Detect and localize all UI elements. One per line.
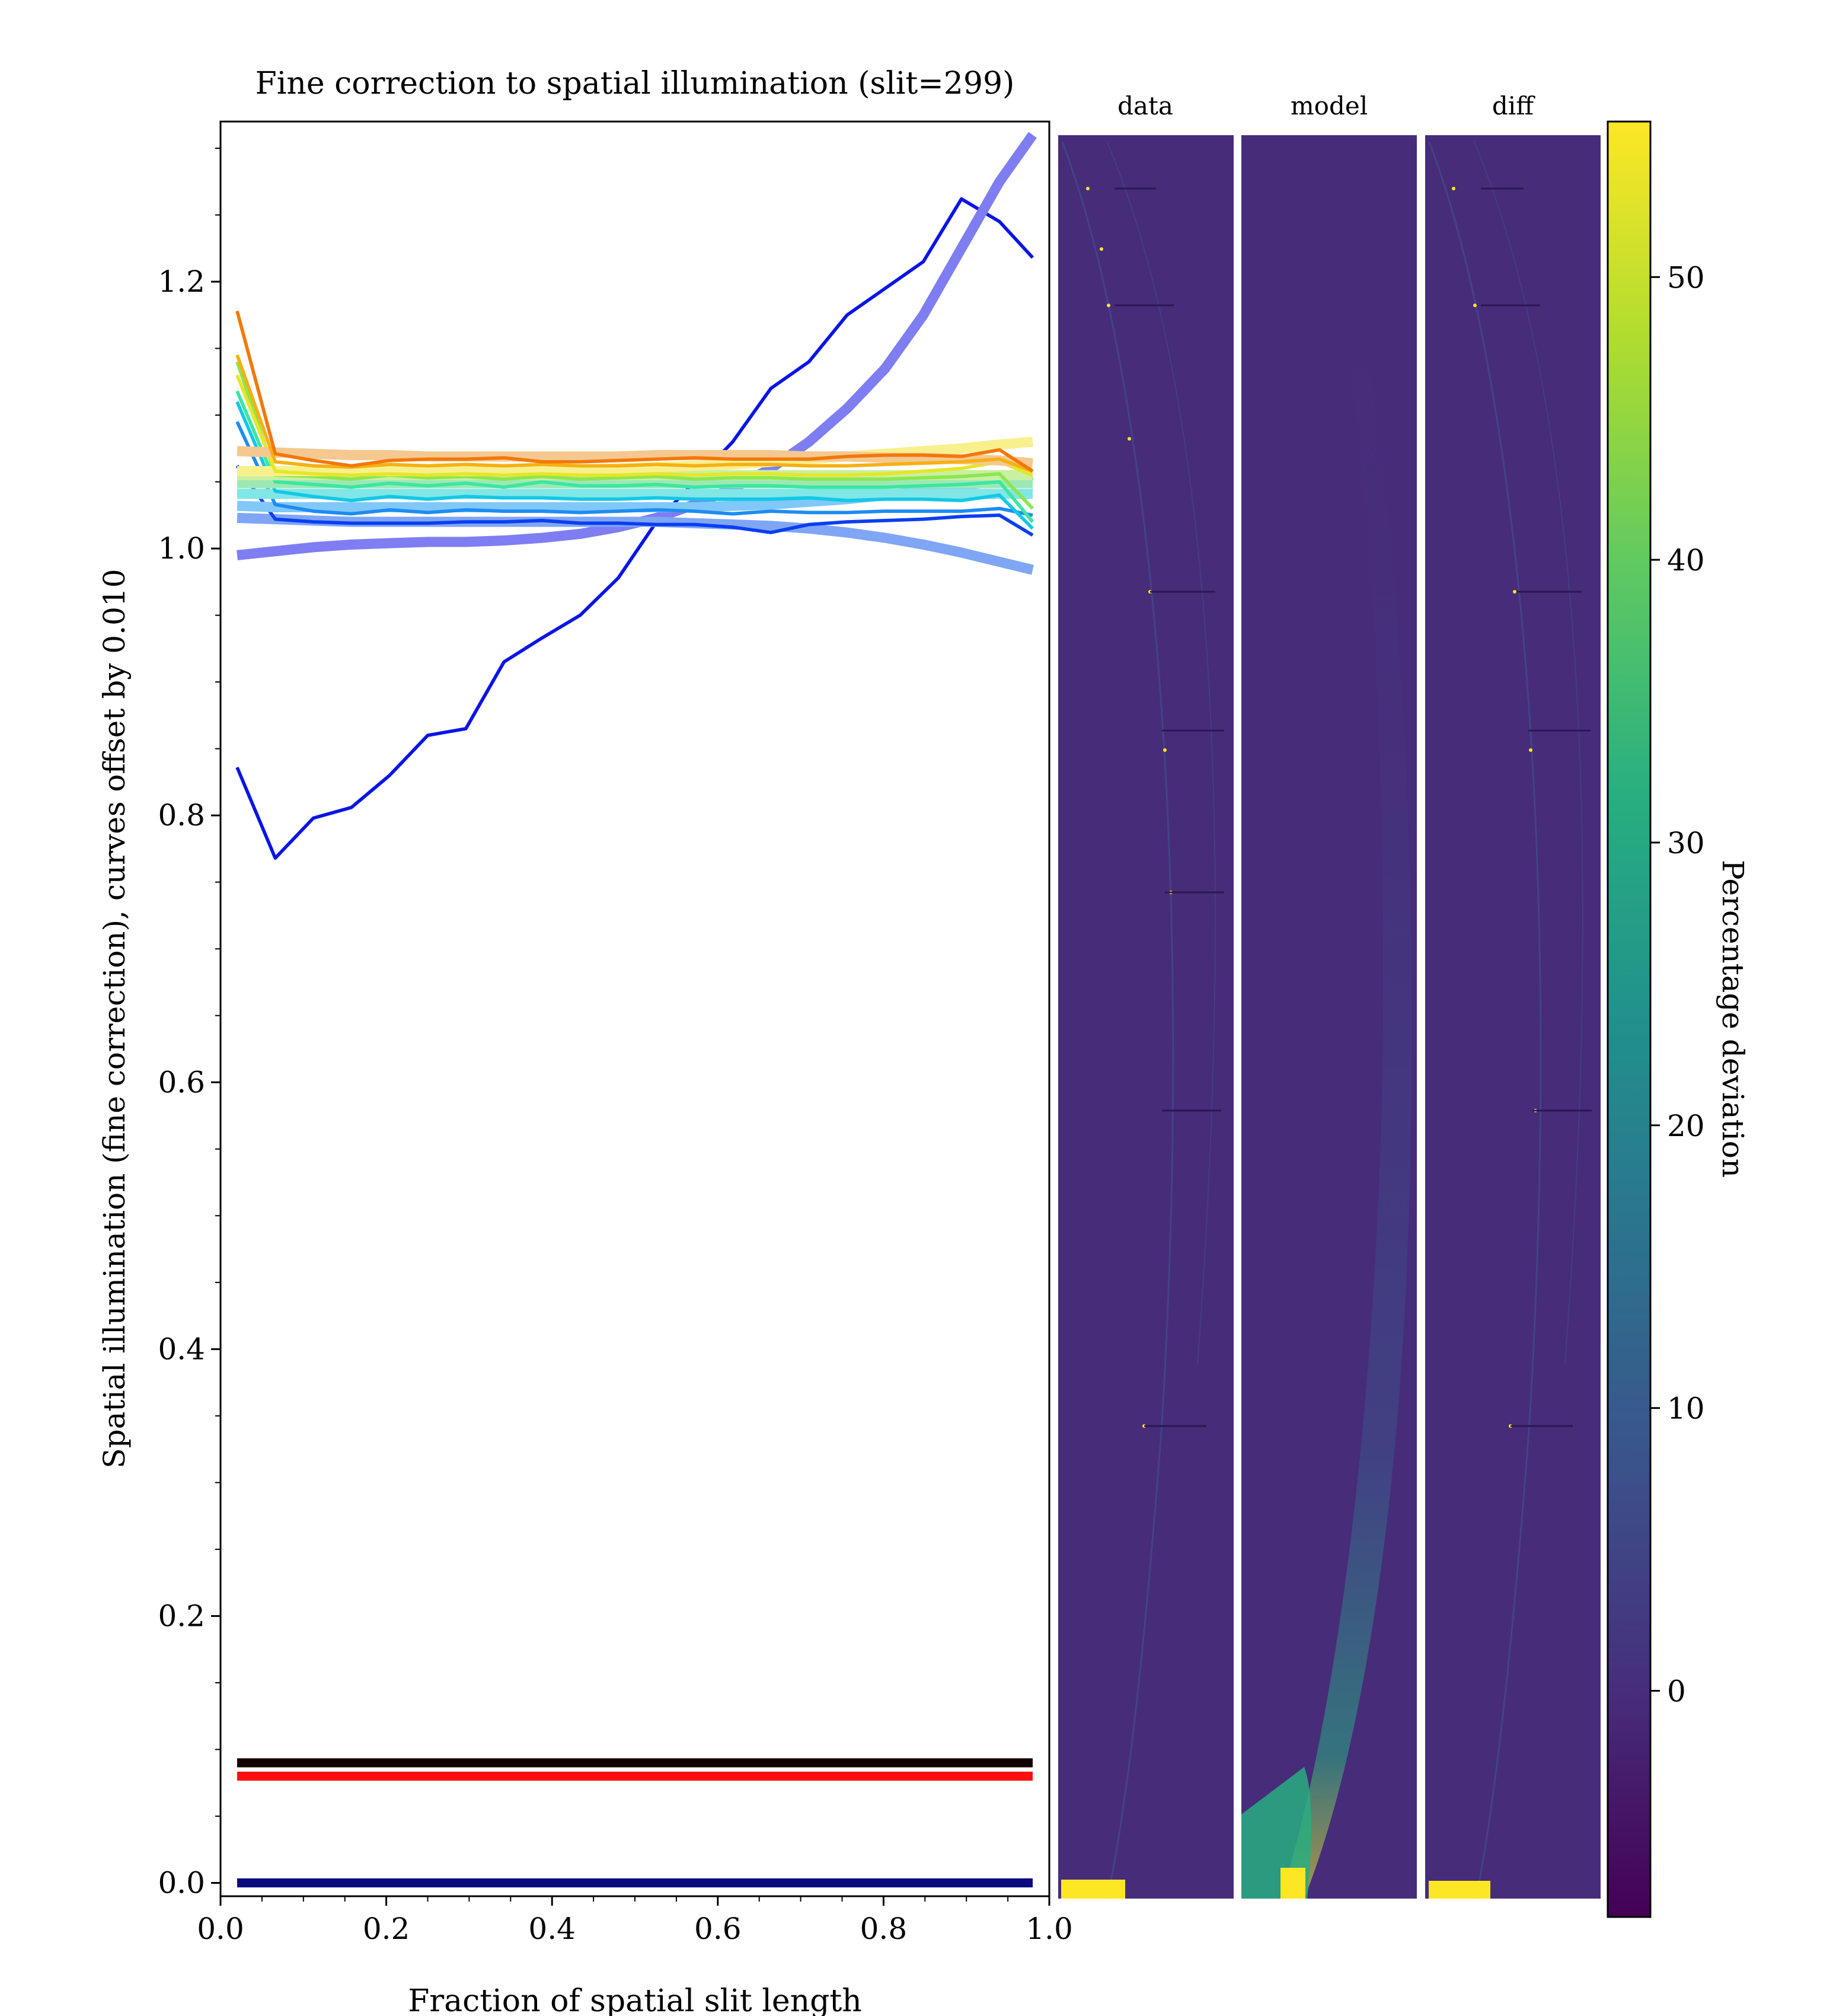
data-image — [1058, 135, 1234, 1899]
y-tick-label: 0.0 — [158, 1865, 205, 1900]
colorbar-tick-label: 10 — [1667, 1392, 1705, 1426]
line-plot: Fine correction to spatial illumination … — [97, 66, 1073, 2016]
image-panels: data model — [1058, 91, 1601, 1899]
y-tick-label: 1.0 — [158, 531, 205, 566]
series-line-14 — [237, 446, 1033, 468]
data-panel-title: data — [1117, 91, 1173, 120]
colorbar-tick-label: 20 — [1667, 1109, 1705, 1143]
diff-image — [1425, 135, 1601, 1899]
x-tick-label: 0.4 — [528, 1912, 576, 1946]
colorbar-tick-label: 50 — [1667, 260, 1705, 295]
plot-frame — [219, 120, 1050, 1897]
series-line-7 — [235, 401, 1034, 530]
x-tick-label: 1.0 — [1026, 1912, 1073, 1946]
x-tick-label: 0.2 — [363, 1912, 410, 1946]
diff-hot-pixel — [1513, 590, 1516, 594]
model-panel: model — [1241, 91, 1417, 1899]
colorbar-tick-label: 30 — [1667, 826, 1705, 860]
model-gradient-edge — [1280, 135, 1412, 1899]
series-line-12 — [237, 436, 1033, 477]
series-line-5 — [235, 421, 1033, 517]
data-hot-pixel — [1128, 437, 1131, 441]
colorbar-ticks: 0 10 20 30 40 50 — [1650, 260, 1705, 1709]
y-tick-label: 0.6 — [158, 1065, 205, 1099]
chart-title: Fine correction to spatial illumination … — [256, 66, 1015, 101]
y-tick-label: 0.8 — [158, 798, 205, 832]
data-panel: data — [1058, 91, 1234, 1899]
y-axis: 0.0 0.2 0.4 0.6 0.8 1.0 1.2 — [158, 148, 221, 1900]
diff-hot-pixel — [1452, 187, 1455, 190]
series-line-3 — [235, 464, 1034, 537]
data-hot-pixel — [1100, 247, 1103, 251]
y-tick-label: 0.2 — [158, 1599, 205, 1633]
x-tick-label: 0.8 — [860, 1912, 908, 1946]
series-line-16 — [235, 310, 1034, 473]
y-tick-label: 0.4 — [158, 1332, 205, 1366]
series-layer — [235, 132, 1037, 1888]
diff-slit-edge — [1474, 142, 1583, 1364]
model-hotspot — [1280, 1868, 1305, 1899]
data-hotspot — [1061, 1880, 1125, 1899]
diff-hot-pixel — [1529, 748, 1532, 752]
x-tick-label: 0.6 — [694, 1912, 742, 1946]
diff-hot-pixel — [1473, 304, 1477, 307]
series-line-0 — [235, 197, 1034, 860]
colorbar: 0 10 20 30 40 50 Percentage deviation — [1607, 120, 1750, 1918]
model-bright-wedge — [1241, 1767, 1311, 1899]
data-slit-trace — [1061, 142, 1174, 1899]
model-panel-title: model — [1291, 91, 1368, 120]
series-line-13 — [235, 374, 1034, 477]
series-line-15 — [235, 354, 1033, 473]
data-hot-pixel — [1163, 748, 1167, 752]
x-tick-label: 0.0 — [197, 1912, 244, 1946]
colorbar-label: Percentage deviation — [1716, 860, 1750, 1178]
colorbar-tick-label: 40 — [1667, 543, 1705, 578]
series-line-11 — [235, 361, 1034, 510]
diff-panel-title: diff — [1492, 91, 1535, 120]
series-line-9 — [235, 390, 1034, 523]
diff-slit-trace — [1428, 142, 1542, 1899]
data-slit-edge — [1107, 142, 1216, 1364]
diff-panel: diff — [1425, 91, 1601, 1899]
data-hot-pixel — [1107, 304, 1110, 307]
colorbar-tick-label: 0 — [1667, 1674, 1686, 1709]
x-axis-label: Fraction of spatial slit length — [408, 1983, 862, 2016]
diff-hotspot — [1429, 1881, 1490, 1899]
colorbar-gradient — [1607, 120, 1652, 1918]
y-tick-label: 1.2 — [158, 264, 205, 299]
y-axis-label: Spatial illumination (fine correction), … — [97, 569, 132, 1468]
data-hot-pixel — [1086, 187, 1090, 190]
x-axis: 0.0 0.2 0.4 0.6 0.8 1.0 — [197, 1896, 1073, 1946]
